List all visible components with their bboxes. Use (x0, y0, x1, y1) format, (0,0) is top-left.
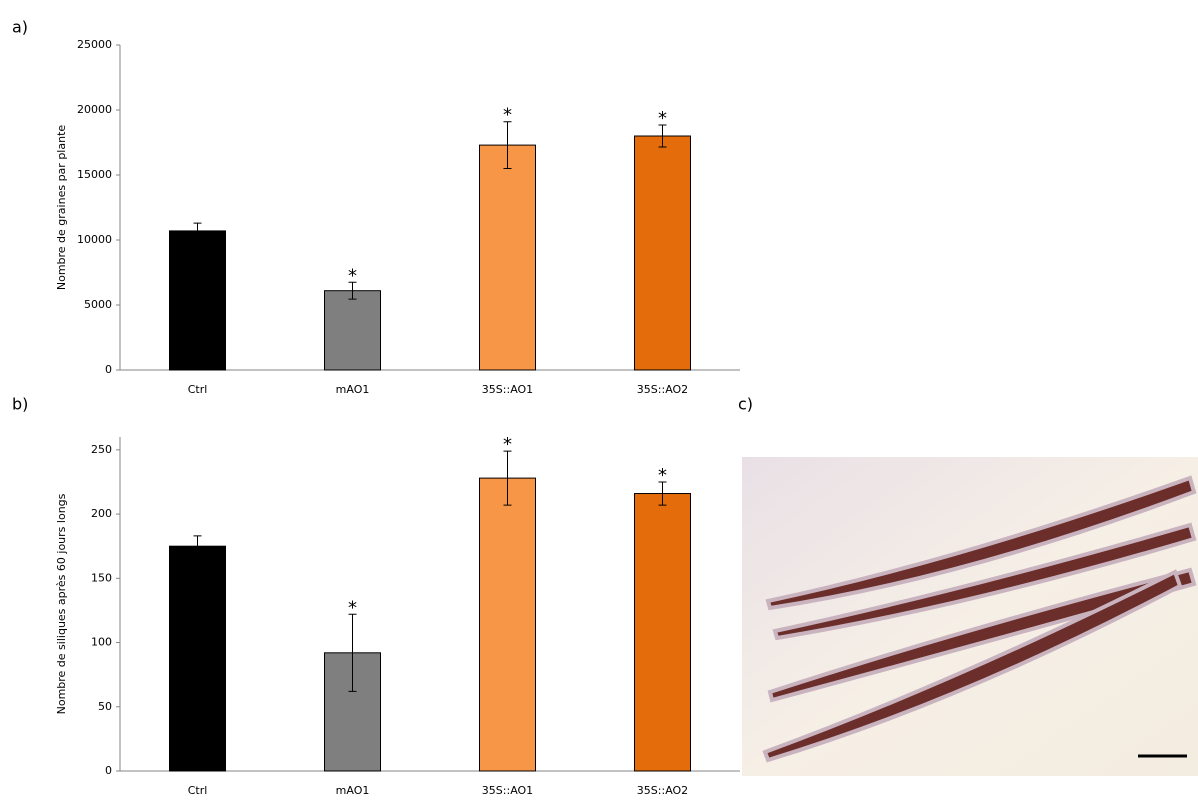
x-tick-label: Ctrl (188, 784, 208, 797)
error-bar (348, 281, 357, 300)
error-bar (193, 222, 202, 240)
error-bar (503, 121, 512, 169)
x-tick-label: 35S::AO2 (637, 383, 688, 396)
y-tick-label: 0 (105, 764, 112, 777)
panel-label: c) (738, 395, 753, 414)
y-tick-label: 200 (91, 507, 112, 520)
bar (169, 230, 226, 371)
bar (324, 290, 381, 371)
silique-photo (742, 457, 1198, 776)
error-bar (503, 450, 512, 506)
x-tick-label: 35S::AO1 (482, 784, 533, 797)
significance-mark: * (503, 105, 512, 126)
significance-mark: * (348, 597, 357, 618)
x-tick-label: mAO1 (336, 383, 370, 396)
significance-mark: * (348, 265, 357, 286)
bar (634, 135, 691, 371)
panel-label: a) (12, 18, 28, 37)
bar (479, 477, 536, 772)
y-tick-label: 20000 (77, 103, 112, 116)
error-bar (348, 613, 357, 692)
error-bar (658, 124, 667, 148)
y-tick-label: 250 (91, 443, 112, 456)
panel-label: b) (12, 395, 28, 414)
y-axis-title: Nombre de graines par plante (55, 125, 68, 291)
y-tick-label: 15000 (77, 168, 112, 181)
bar (169, 545, 226, 772)
y-tick-label: 0 (105, 363, 112, 376)
y-axis-title: Nombre de siliques après 60 jours longs (55, 493, 68, 714)
y-tick-label: 50 (98, 700, 112, 713)
y-tick-label: 10000 (77, 233, 112, 246)
significance-mark: * (503, 434, 512, 455)
y-tick-label: 25000 (77, 38, 112, 51)
y-tick-label: 5000 (84, 298, 112, 311)
x-tick-label: mAO1 (336, 784, 370, 797)
error-bar (658, 481, 667, 506)
x-tick-label: 35S::AO1 (482, 383, 533, 396)
bar (479, 144, 536, 371)
significance-mark: * (658, 465, 667, 486)
y-tick-label: 100 (91, 636, 112, 649)
x-tick-label: Ctrl (188, 383, 208, 396)
x-tick-label: 35S::AO2 (637, 784, 688, 797)
bar (634, 493, 691, 772)
significance-mark: * (658, 108, 667, 129)
y-tick-label: 150 (91, 571, 112, 584)
error-bar (193, 535, 202, 557)
